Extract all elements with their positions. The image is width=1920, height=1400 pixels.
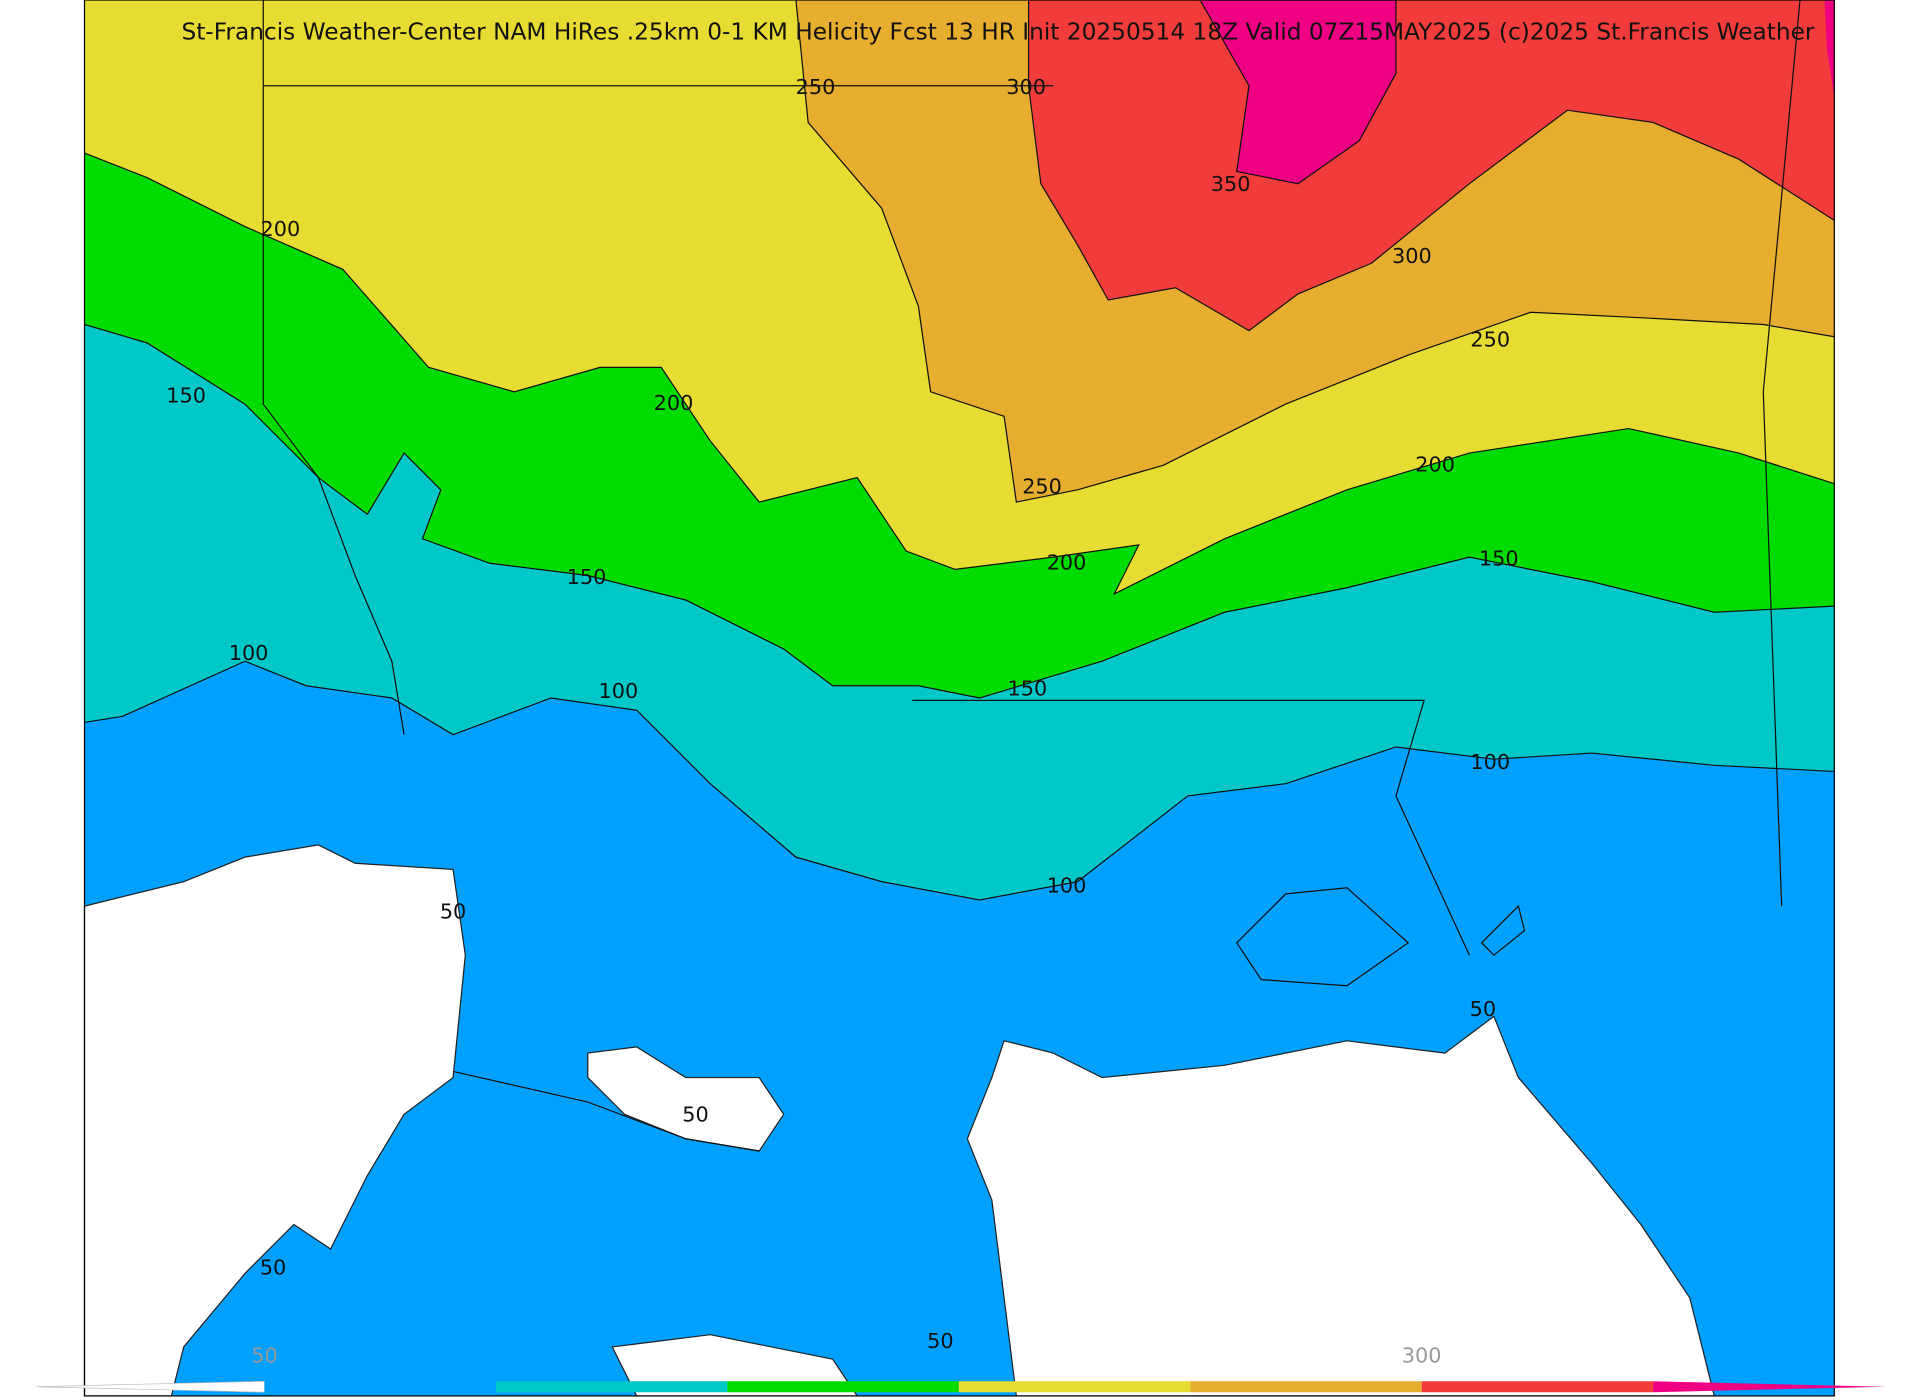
white-area [587, 1046, 785, 1152]
border [912, 699, 1470, 956]
contour-line [84, 152, 1835, 596]
map-border [83, 0, 1835, 1397]
contour-label: 50 [440, 899, 466, 923]
colorbar-arrow [36, 1380, 265, 1393]
contour-label: 100 [599, 679, 639, 703]
contour-label: 50 [927, 1329, 953, 1353]
contour-label: 50 [260, 1256, 286, 1280]
contour-label: 350 [1211, 172, 1251, 196]
coast [452, 1070, 760, 1152]
contour-label: 200 [261, 217, 301, 241]
border [262, 85, 405, 735]
contour-label: 200 [1415, 452, 1455, 476]
low-helicity-areas [83, 844, 1716, 1397]
lake [1480, 904, 1526, 956]
colorbar-segment [727, 1381, 959, 1393]
contour-label: 200 [1047, 550, 1087, 574]
colorbar-segment [264, 1381, 496, 1393]
contour-label: 300 [1392, 244, 1432, 268]
white-area [83, 844, 466, 1397]
contour-label: 150 [1008, 676, 1048, 700]
band [1199, 0, 1397, 185]
contour-label: 150 [1479, 547, 1519, 571]
contour-label: 250 [1470, 327, 1510, 351]
contour-line [84, 323, 1835, 699]
map-layer: 250 300 350 200 300 250 150 200 250 200 150 200 150 1… [36, 0, 1886, 1397]
colorbar-label: 50 [251, 1344, 277, 1368]
colorbar-segment [1421, 1381, 1654, 1393]
contour-line [84, 660, 1835, 901]
contour-label: 200 [654, 391, 694, 415]
contour-label: 50 [1470, 997, 1496, 1021]
colorbar-arrow [1653, 1381, 1886, 1393]
contour-label: 100 [229, 641, 269, 665]
contour-label: 150 [567, 565, 607, 589]
white-area [966, 1015, 1716, 1397]
contour-label: 100 [1470, 750, 1510, 774]
contour-label: 50 [682, 1103, 708, 1127]
band [1028, 0, 1835, 331]
contour-label: 300 [1006, 75, 1046, 99]
contour-line [1027, 0, 1835, 332]
colorbar-segment [958, 1381, 1191, 1393]
contour-label: 250 [796, 75, 836, 99]
lake [1235, 887, 1410, 987]
contour-label: 150 [166, 384, 206, 408]
contour-label: 250 [1022, 474, 1062, 498]
colorbar-label: 300 [1402, 1344, 1442, 1368]
map-title: St-Francis Weather-Center NAM HiRes .25k… [181, 19, 1814, 46]
colorbar-segment [1190, 1381, 1422, 1393]
colorbar-segment [495, 1381, 728, 1393]
border [1762, 0, 1801, 907]
contour-line [795, 0, 1835, 503]
state-borders [262, 0, 1801, 1152]
band [1824, 0, 1835, 98]
contour-labels: 250 300 350 200 300 250 150 200 250 200 150 200 150 1… [166, 75, 1518, 1353]
helicity-bands [84, 0, 1835, 1396]
contour-label: 100 [1047, 874, 1087, 898]
colorbar: 50 300 [36, 1344, 1886, 1393]
